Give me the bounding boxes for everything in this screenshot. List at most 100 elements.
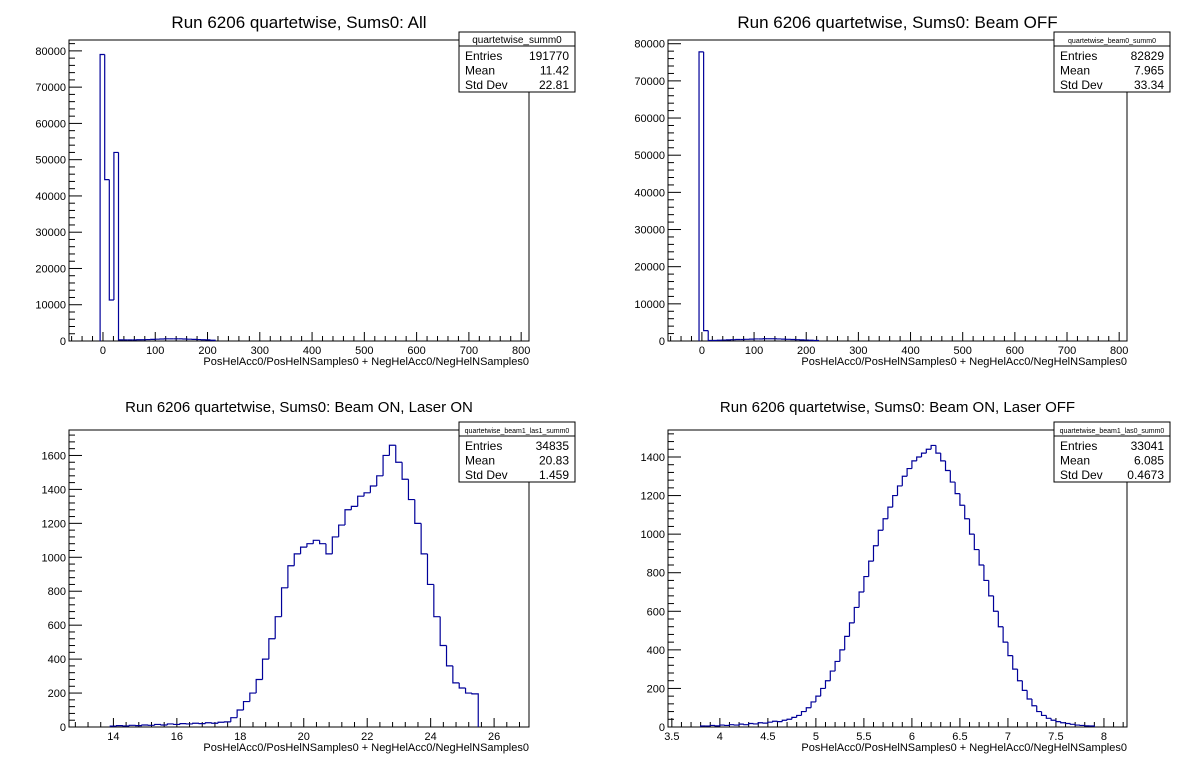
histogram-bin [426, 553, 434, 586]
histogram-bin [217, 721, 225, 724]
x-tick-label: 7 [1005, 731, 1011, 743]
y-tick-label: 70000 [634, 76, 665, 88]
histogram-bin [896, 485, 903, 496]
y-tick-label: 1600 [42, 450, 66, 462]
histogram-bin [1064, 722, 1071, 725]
histogram-bin [268, 638, 276, 660]
histogram-bin [959, 493, 965, 506]
plot-frame [68, 429, 530, 728]
histogram-bin [707, 330, 713, 342]
histogram-bin [868, 560, 874, 577]
histogram-bin [293, 553, 301, 566]
x-tick-label: 26 [488, 731, 500, 743]
histogram-bin [810, 701, 816, 708]
histogram-bin [306, 543, 314, 548]
histogram-bin [211, 722, 219, 724]
histogram-bin [973, 534, 980, 551]
histogram-bin [236, 709, 244, 718]
histogram-bin [796, 714, 802, 718]
y-tick-label: 1000 [42, 552, 66, 564]
y-tick-label: 200 [647, 683, 665, 695]
x-tick-label: 20 [298, 731, 310, 743]
stats-label-std-dev: Std Dev [1060, 468, 1103, 482]
histogram-bin [458, 682, 466, 689]
y-tick-label: 0 [60, 336, 66, 348]
histogram-bin [906, 467, 912, 477]
x-tick-label: 200 [198, 345, 216, 357]
histogram-bin [117, 152, 124, 341]
histogram-bin [829, 670, 836, 681]
x-axis-label: PosHelAcc0/PosHelNSamples0 + NegHelAcc0/… [801, 742, 1127, 754]
histogram-bin [445, 645, 453, 667]
histogram-bin [108, 179, 114, 301]
stats-box: quartetwise_beam0_summ0 Entries 82829 Mean 7… [1053, 31, 1171, 93]
histogram-bin [274, 616, 282, 639]
stats-label-mean: Mean [1060, 64, 1090, 78]
stats-box-frame [458, 421, 576, 483]
y-tick-label: 0 [659, 722, 665, 734]
histogram-bin [325, 543, 333, 555]
histogram-bin [369, 485, 377, 493]
stats-box-frame [1053, 421, 1171, 483]
histogram-bin [1012, 655, 1018, 670]
histogram-bin [703, 51, 709, 332]
y-tick-label: 70000 [35, 82, 66, 94]
histogram-bin [988, 580, 994, 597]
stats-label-mean: Mean [1060, 454, 1090, 468]
histogram-bin [853, 606, 860, 623]
histogram-bin [820, 687, 826, 697]
x-tick-label: 4 [717, 731, 723, 743]
histogram-bin [128, 724, 136, 726]
x-tick-label: 600 [1006, 345, 1024, 357]
stats-label-entries: Entries [465, 439, 502, 453]
histogram-bin [848, 622, 855, 637]
x-tick-label: 8 [1101, 731, 1107, 743]
y-tick-label: 30000 [634, 225, 665, 237]
histogram-bin [719, 724, 725, 726]
histogram-panel-1: Run 6206 quartetwise, Sums0: All PosHelAc… [35, 13, 576, 368]
histogram-bin [280, 587, 288, 617]
histogram-bin [815, 695, 821, 702]
y-tick-label: 30000 [35, 227, 66, 239]
histogram-bin [743, 724, 749, 726]
histogram-bin [312, 539, 320, 544]
histogram-bin [414, 499, 422, 524]
histogram-bin [401, 462, 409, 480]
histogram-bin [382, 454, 390, 476]
histogram-bin [109, 725, 117, 727]
histogram-bin [407, 479, 415, 501]
stats-box-frame [1053, 31, 1171, 93]
stats-box-name: quartetwise_beam1_las0_summ0 [1060, 428, 1165, 435]
histogram-bin [949, 470, 956, 483]
histogram-bin [287, 565, 295, 588]
x-tick-label: 100 [745, 345, 763, 357]
histogram-bin [877, 529, 884, 546]
stats-value-entries: 82829 [1131, 49, 1165, 63]
histogram-bin [1036, 705, 1042, 713]
histogram-bin [439, 616, 447, 647]
plot-frame [667, 39, 1128, 342]
x-tick-label: 4.5 [760, 731, 775, 743]
histogram-bin [757, 722, 764, 724]
y-tick-label: 1200 [42, 518, 66, 530]
histogram-bin [925, 448, 932, 454]
y-tick-label: 80000 [634, 39, 665, 51]
stats-value-entries: 191770 [529, 49, 569, 63]
y-tick-label: 1200 [641, 491, 665, 503]
y-tick-label: 50000 [634, 150, 665, 162]
y-tick-label: 80000 [35, 46, 66, 58]
chart-title: Run 6206 quartetwise, Sums0: All [171, 13, 426, 32]
x-tick-label: 16 [171, 731, 183, 743]
y-tick-label: 40000 [634, 187, 665, 199]
histogram-bin [1060, 721, 1066, 724]
x-tick-label: 600 [407, 345, 425, 357]
histogram-bin [772, 720, 778, 723]
y-tick-label: 20000 [634, 262, 665, 274]
histogram-bin [1074, 724, 1080, 726]
histogram-bin [920, 452, 927, 457]
histogram-bin [154, 723, 161, 726]
histogram-bin [882, 518, 888, 531]
histogram-bin [299, 546, 307, 554]
histogram-bin [1069, 723, 1076, 725]
histogram-bin [350, 505, 358, 510]
